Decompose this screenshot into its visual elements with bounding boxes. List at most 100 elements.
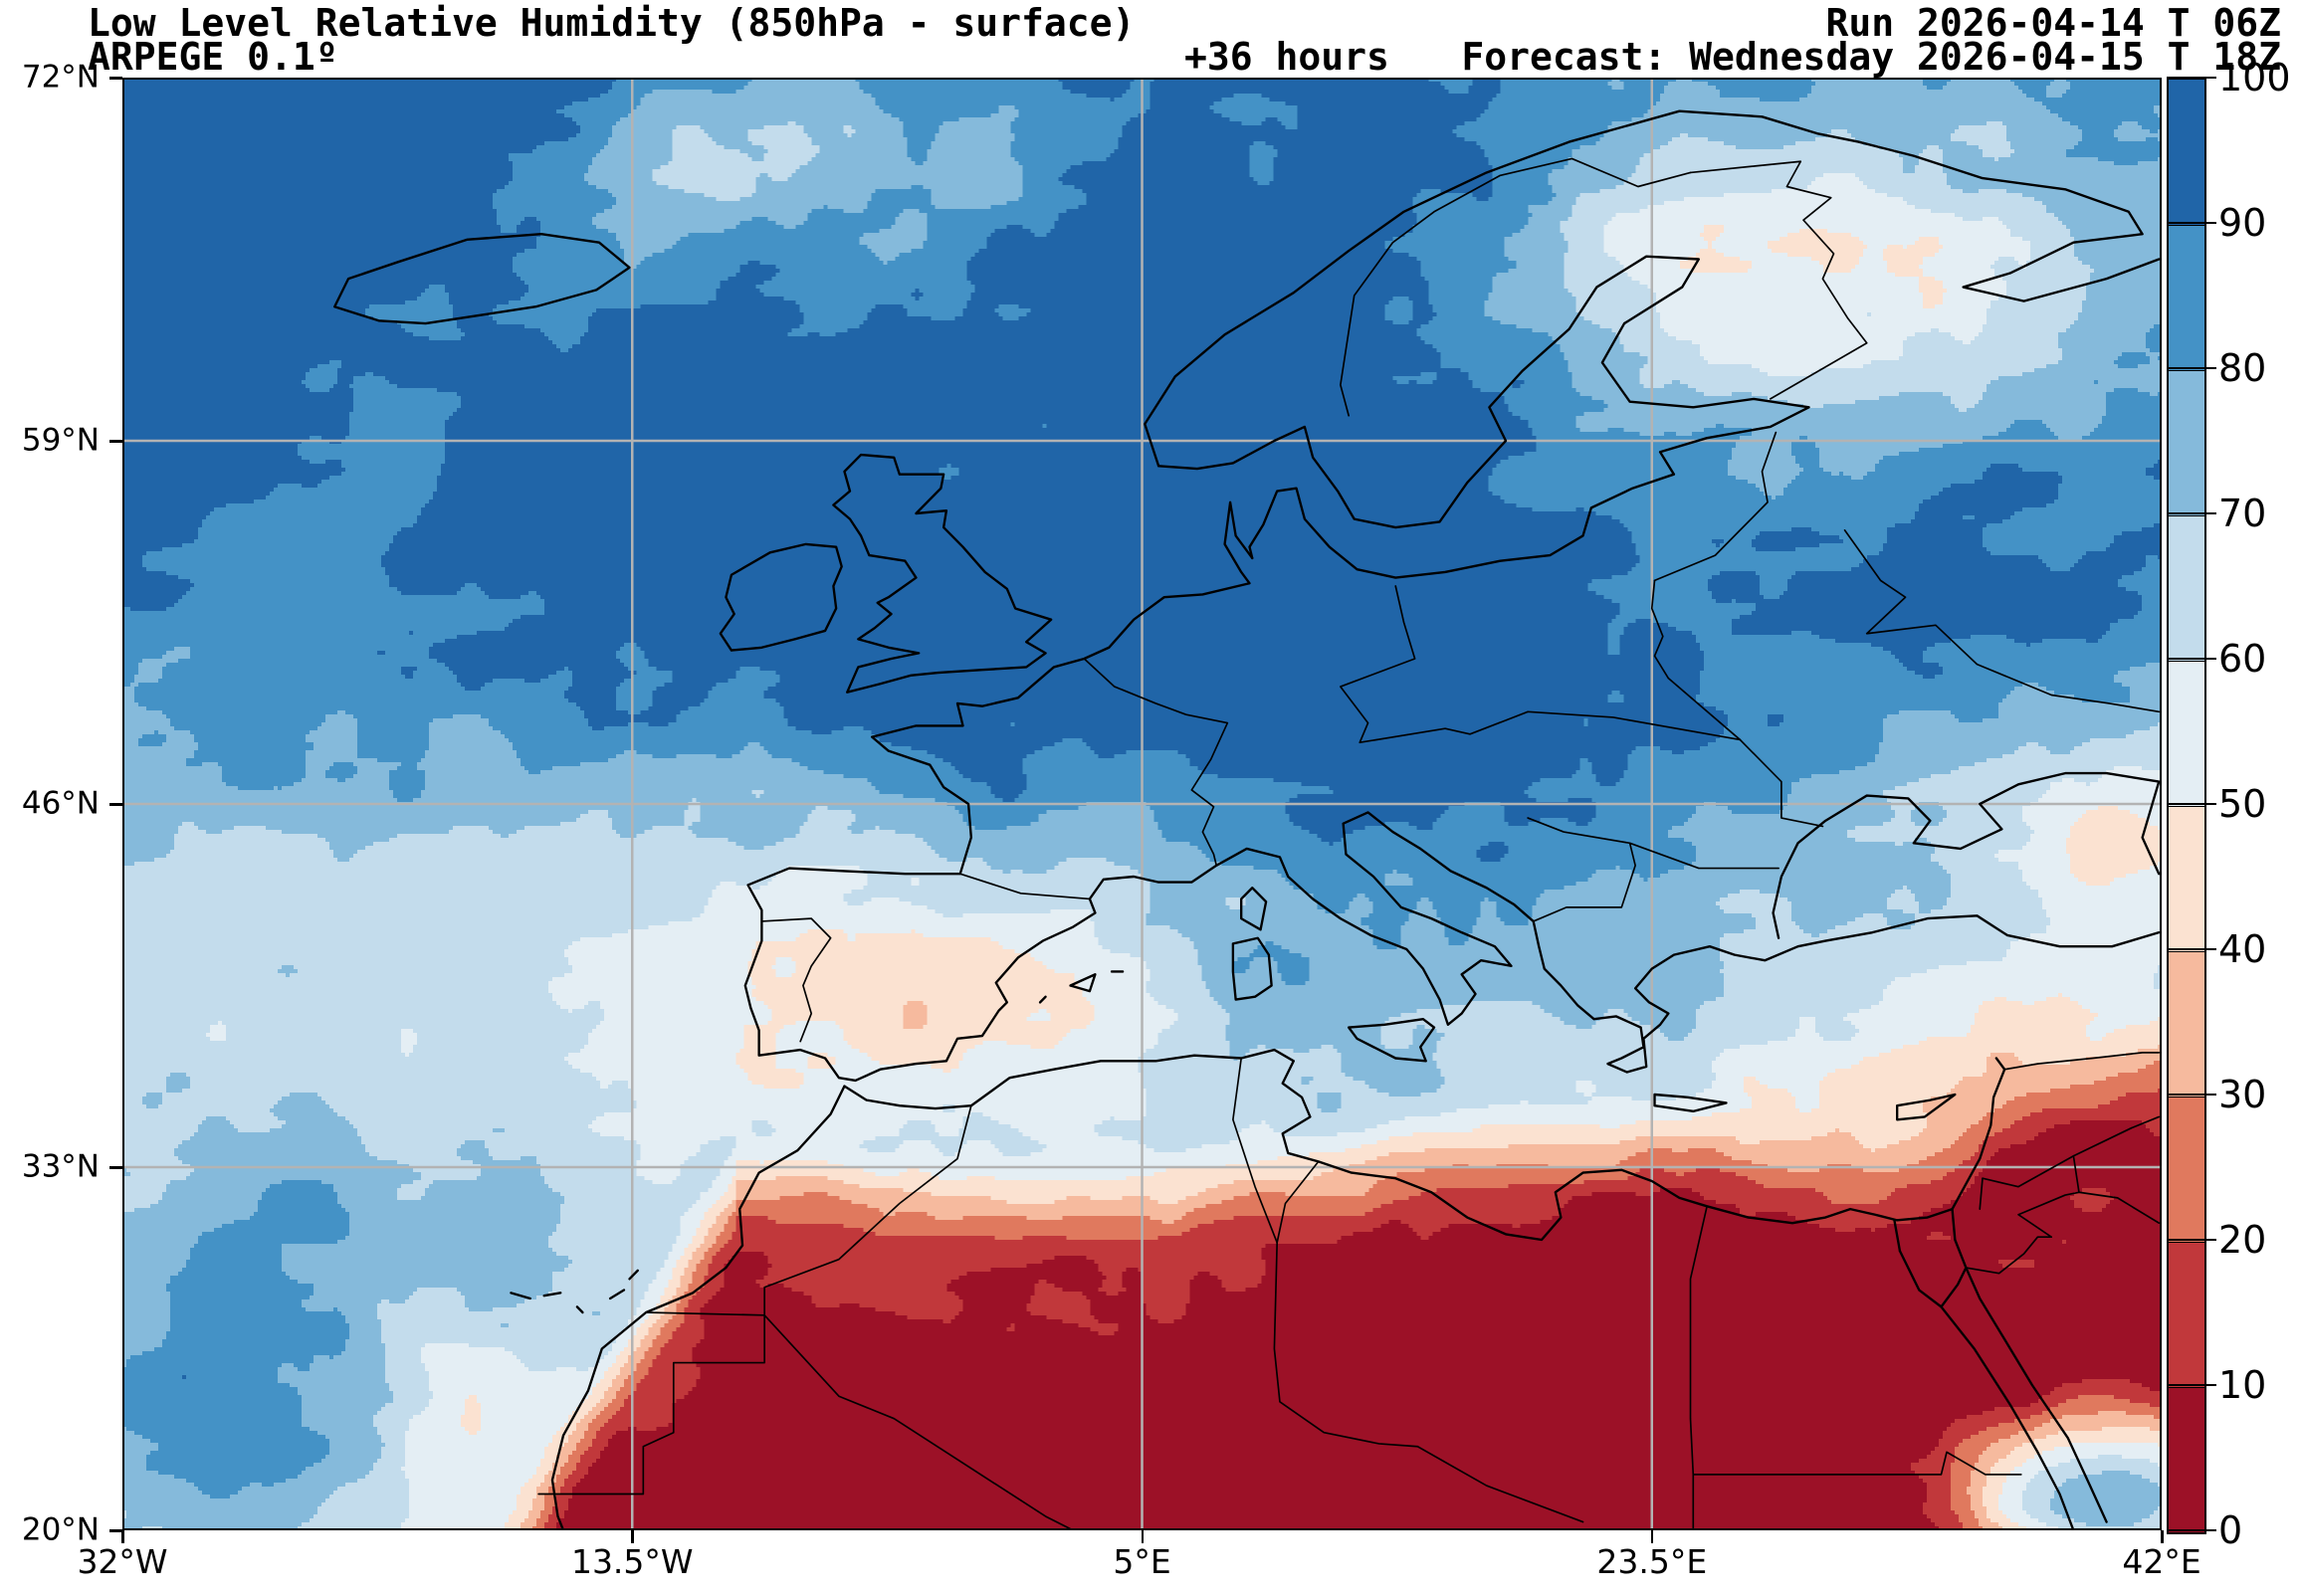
lat-tick-label: 59°N	[21, 422, 100, 459]
colorbar-tick-mark	[2167, 1384, 2216, 1386]
coastline	[1898, 1207, 1968, 1308]
coastline	[1069, 973, 1097, 993]
coastline	[1965, 1266, 2108, 1523]
colorbar-tick-mark	[2167, 512, 2216, 514]
lon-tick-mark	[1650, 1530, 1654, 1543]
coastline	[608, 1289, 626, 1300]
colorbar-tick-mark	[2167, 658, 2216, 660]
colorbar-tick-label: 20	[2218, 1218, 2267, 1262]
colorbar-tick-mark	[2167, 367, 2216, 369]
colorbar-tick-mark	[2167, 77, 2216, 79]
country-border	[763, 1313, 1075, 1530]
model-label: ARPEGE 0.1º	[88, 35, 338, 79]
country-border	[760, 917, 832, 1043]
lon-tick-mark	[631, 1530, 634, 1543]
coastline	[1231, 936, 1273, 1001]
colorbar-tick-label: 100	[2218, 56, 2291, 100]
country-border	[1273, 1241, 1419, 1448]
country-border	[1739, 738, 1824, 828]
colorbar-segment	[2169, 370, 2204, 515]
coastline	[743, 500, 2161, 1083]
colorbar-tick-mark	[2167, 803, 2216, 805]
colorbar-segment	[2169, 1387, 2204, 1532]
country-border	[2003, 1052, 2161, 1071]
coastline	[719, 542, 843, 652]
lon-tick-label: 5°E	[1113, 1542, 1171, 1581]
coastline	[542, 1292, 562, 1297]
lon-tick-label: 32°W	[77, 1542, 168, 1581]
coastline	[843, 1048, 2006, 1242]
colorbar-segment	[2169, 1242, 2204, 1387]
country-border	[1692, 1451, 2022, 1476]
country-border	[1689, 160, 1868, 400]
lon-tick-mark	[2161, 1530, 2164, 1543]
forecast-label: Forecast: Wednesday 2026-04-15 T 18Z	[1461, 35, 2281, 79]
coastline	[1038, 995, 1047, 1004]
country-border	[1653, 431, 1778, 582]
coastline-overlay	[122, 78, 2162, 1530]
country-border	[1527, 817, 1631, 845]
colorbar-tick-mark	[2167, 948, 2216, 950]
country-border	[1232, 1057, 1279, 1244]
colorbar-segment	[2169, 661, 2204, 806]
lat-tick-mark	[109, 440, 122, 443]
coastline	[1156, 255, 1810, 579]
lat-tick-label: 20°N	[21, 1511, 100, 1548]
colorbar	[2167, 78, 2206, 1534]
colorbar-tick-mark	[2167, 1239, 2216, 1241]
coastline	[1347, 1017, 1436, 1063]
country-border	[1276, 1160, 1320, 1244]
country-border	[1340, 585, 1742, 744]
coastline	[510, 1292, 531, 1300]
colorbar-segment	[2169, 1097, 2204, 1242]
coastline	[832, 453, 1053, 694]
lat-tick-mark	[109, 77, 122, 80]
country-border	[1083, 658, 1229, 867]
colorbar-tick-label: 30	[2218, 1073, 2267, 1116]
colorbar-tick-label: 0	[2218, 1508, 2243, 1552]
chart-title: Low Level Relative Humidity (850hPa - su…	[88, 1, 1136, 45]
lat-tick-mark	[109, 1166, 122, 1169]
coastline	[333, 233, 631, 325]
lead-time-label: +36 hours	[1184, 35, 1389, 79]
lat-tick-mark	[109, 1529, 122, 1532]
run-label: Run 2026-04-14 T 06Z	[1825, 1, 2281, 45]
coastline	[1240, 887, 1268, 931]
country-border	[1982, 1115, 2161, 1188]
lat-tick-mark	[109, 803, 122, 806]
colorbar-segment	[2169, 225, 2204, 370]
country-border	[1965, 1191, 2161, 1275]
lon-tick-mark	[121, 1530, 124, 1543]
colorbar-segment	[2169, 80, 2204, 225]
colorbar-segment	[2169, 806, 2204, 951]
colorbar-tick-mark	[2167, 1529, 2216, 1531]
lat-tick-label: 72°N	[21, 59, 100, 96]
coastline	[628, 1269, 639, 1281]
country-border	[1532, 842, 1779, 922]
colorbar-tick-mark	[2167, 222, 2216, 224]
country-border	[537, 1311, 765, 1496]
colorbar-segment	[2169, 515, 2204, 661]
colorbar-tick-label: 10	[2218, 1363, 2267, 1407]
country-border	[1416, 1445, 1584, 1523]
lon-tick-label: 42°E	[2122, 1542, 2201, 1581]
country-border	[1979, 1177, 1984, 1210]
colorbar-tick-label: 50	[2218, 782, 2267, 826]
colorbar-tick-label: 80	[2218, 346, 2267, 390]
country-border	[1340, 157, 1692, 417]
colorbar-tick-label: 60	[2218, 637, 2267, 681]
coastline	[1940, 1305, 2075, 1530]
coastline	[1772, 771, 2161, 939]
country-border	[1650, 579, 1742, 741]
colorbar-tick-label: 40	[2218, 927, 2267, 971]
colorbar-tick-label: 70	[2218, 492, 2267, 535]
lat-tick-label: 33°N	[21, 1148, 100, 1185]
country-border	[1843, 529, 2161, 713]
country-border	[1689, 1205, 1708, 1530]
colorbar-segment	[2169, 951, 2204, 1097]
lon-tick-label: 23.5°E	[1596, 1542, 1708, 1581]
coastline	[1896, 1093, 1957, 1121]
country-border	[958, 873, 1091, 900]
colorbar-tick-label: 90	[2218, 201, 2267, 245]
